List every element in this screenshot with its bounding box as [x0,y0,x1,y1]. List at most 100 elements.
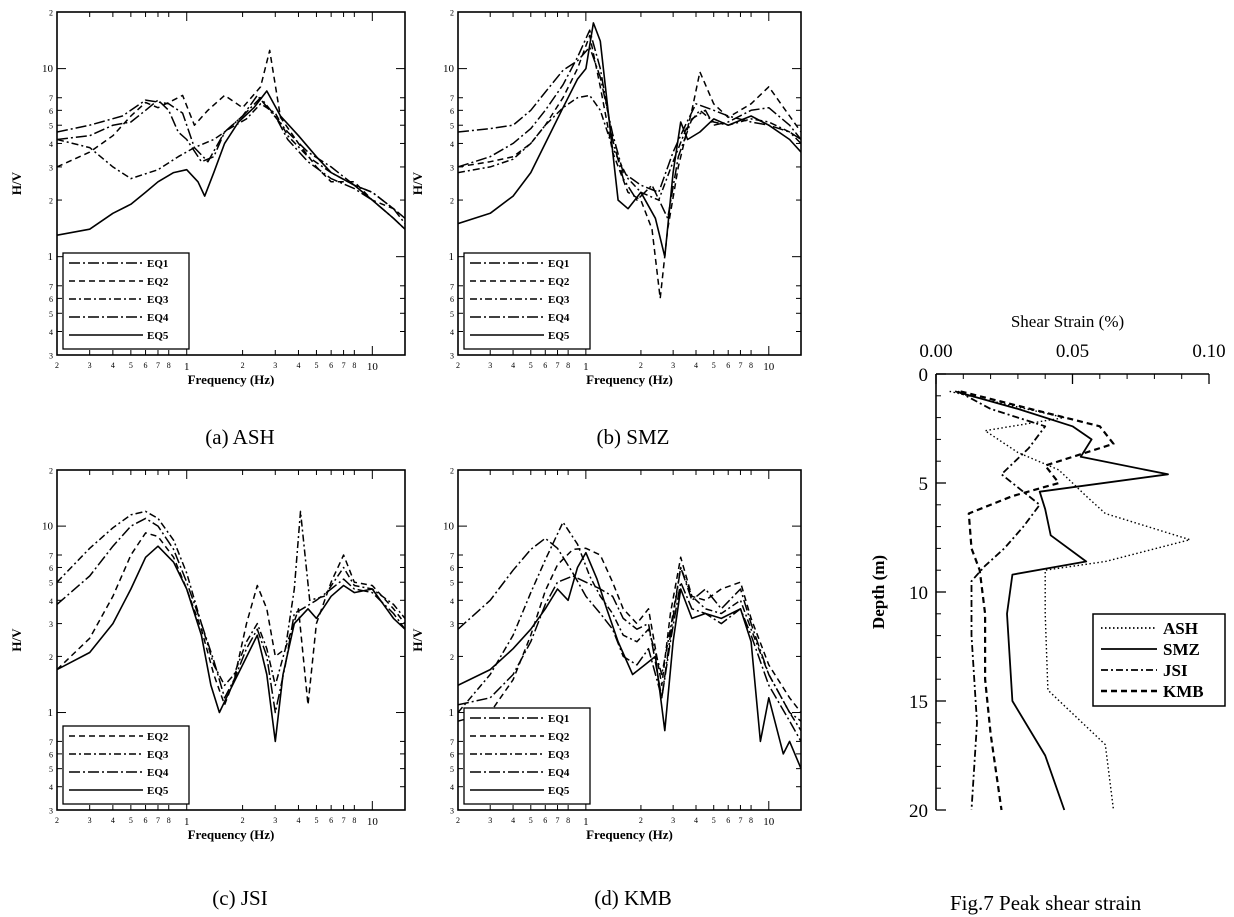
series-line-eq4 [458,537,801,742]
legend-box [463,252,591,350]
x-tick-label: 5 [529,816,533,825]
x-tick-label: 3 [273,816,277,825]
x-axis-title: Frequency (Hz) [188,372,275,387]
series-line-eq5 [57,545,405,743]
legend-label: EQ4 [548,312,570,324]
panel-b: 2 3 4 5 6 7 8 1 2 3 4 5 6 7 8 10210765432176543Frequenc… [410,9,802,387]
series-line-eq1 [458,566,801,722]
x-axis-title: Frequency (Hz) [586,372,673,387]
x-tick-label: 8 [566,816,570,825]
x-tick-label: 0.10 [1192,341,1225,362]
legend-label: JSI [1163,661,1188,680]
plot-frame [457,11,802,356]
y-tick-label: 2 [49,467,53,476]
caption-e: Fig.7 Peak shear strain [950,891,1142,915]
y-tick-label: 6 [49,107,53,116]
x-tick-label: 8 [352,361,356,370]
series-line-eq2 [458,547,801,722]
legend-label: EQ3 [147,294,169,306]
y-tick-label: 1 [48,707,54,719]
x-axis-title: Frequency (Hz) [586,827,673,842]
series-line-eq3 [57,103,405,219]
y-axis-title: H/V [9,171,24,195]
y-axis-title: H/V [410,628,425,652]
panel-e: Shear Strain (%) 0.00 0.05 0.10 0 5 10 15 20 Dept… [869,312,1226,822]
series-group [57,49,405,236]
legend-label: EQ4 [147,767,169,779]
y-tick-label: 2 [49,653,53,662]
series-line-jsi [957,390,1047,811]
y-tick-label: 6 [450,564,454,573]
series-line-smz [954,390,1169,811]
x-tick-label: 7 [342,816,346,825]
x-tick-label: 8 [167,816,171,825]
x-tick-label: 6 [726,361,730,370]
y-tick-label: 5 [49,579,53,588]
x-tick-label: 2 [639,816,643,825]
y-tick-label: 3 [450,163,454,172]
y-tick-label: 10 [443,63,455,75]
x-tick-label: 2 [55,361,59,370]
x-tick-label: 4 [694,361,698,370]
x-tick-label: 3 [88,361,92,370]
legend: EQ2 EQ3 EQ4 EQ5 [62,725,190,805]
legend-label: EQ2 [548,731,570,743]
legend-label: EQ2 [147,276,169,288]
y-tick-label: 4 [450,597,454,606]
y-tick-label: 6 [49,295,53,304]
y-tick-label: 10 [443,521,455,533]
x-tick-label: 7 [738,816,742,825]
x-tick-label: 3 [488,816,492,825]
x-tick-label: 3 [671,816,675,825]
x-tick-label: 6 [726,816,730,825]
legend: ASH SMZ JSI KMB [1092,613,1226,707]
x-tick-label: 6 [144,361,148,370]
x-tick-label: 4 [111,816,115,825]
series-line-ash [949,390,1191,811]
x-tick-label: 8 [167,361,171,370]
series-line-eq2 [57,532,405,706]
caption-b: (b) SMZ [597,425,670,449]
y-tick-label: 7 [49,551,53,560]
x-tick-label: 7 [556,816,560,825]
y-tick-label: 7 [450,282,454,291]
y-tick-label: 2 [450,197,454,206]
y-tick-label: 2 [450,467,454,476]
y-tick-label: 10 [42,521,54,533]
series-line-eq3 [458,521,801,731]
x-tick-label: 6 [543,816,547,825]
x-tick-label: 2 [456,361,460,370]
caption-d: (d) KMB [594,886,672,910]
y-tick-label: 5 [919,474,929,495]
x-tick-label: 7 [342,361,346,370]
x-tick-label: 3 [88,816,92,825]
legend: EQ1 EQ2 EQ3 EQ4 EQ5 [463,707,591,805]
y-tick-label: 4 [450,140,454,149]
y-tick-label: 10 [909,583,928,604]
legend-label: EQ1 [548,713,569,725]
y-tick-label: 10 [42,63,54,75]
legend: EQ1 EQ2 EQ3 EQ4 EQ5 [463,252,591,350]
x-tick-label: 5 [529,361,533,370]
y-axis-title: Depth (m) [869,555,888,629]
x-tick-label: 10 [367,816,379,828]
y-tick-label: 0 [919,365,929,386]
x-tick-label: 6 [543,361,547,370]
series-line-eq4 [57,517,405,714]
legend-label: EQ3 [147,749,169,761]
x-tick-label: 2 [241,816,245,825]
x-tick-label: 1 [184,361,190,373]
legend-label: EQ2 [548,276,570,288]
legend-label: EQ5 [548,330,570,342]
x-tick-label: 5 [712,816,716,825]
x-tick-label: 6 [144,816,148,825]
y-tick-label: 4 [49,783,53,792]
y-tick-label: 3 [450,807,454,816]
series-group [57,510,405,743]
panel-c: 2 3 4 5 6 7 8 1 2 3 4 5 6 7 8 10210765432176543Frequenc… [9,467,406,842]
legend-label: EQ2 [147,731,169,743]
x-tick-label: 5 [314,816,318,825]
y-tick-label: 4 [49,597,53,606]
panel-d: 2 3 4 5 6 7 8 1 2 3 4 5 6 7 8 10210765432176543Frequenc… [410,467,802,842]
